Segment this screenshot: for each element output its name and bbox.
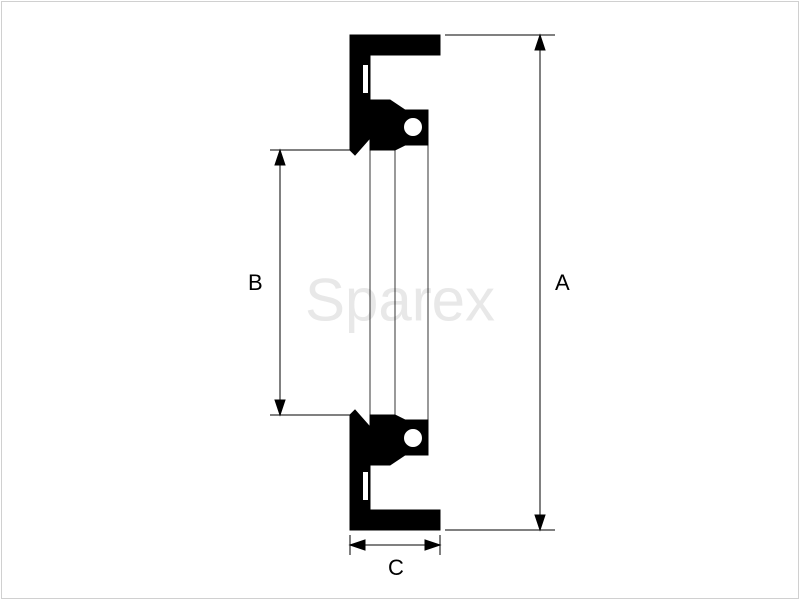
seal-bottom-section bbox=[350, 410, 440, 530]
dimension-B bbox=[270, 150, 350, 415]
seal-top-section bbox=[350, 35, 440, 155]
dimension-A bbox=[445, 35, 555, 530]
dimension-C bbox=[350, 535, 440, 555]
label-C: C bbox=[388, 555, 404, 581]
seal-diagram: A B C bbox=[0, 0, 800, 600]
label-A: A bbox=[555, 270, 570, 296]
label-B: B bbox=[248, 270, 263, 296]
seal-svg bbox=[0, 0, 800, 600]
guide-lines bbox=[370, 145, 428, 420]
